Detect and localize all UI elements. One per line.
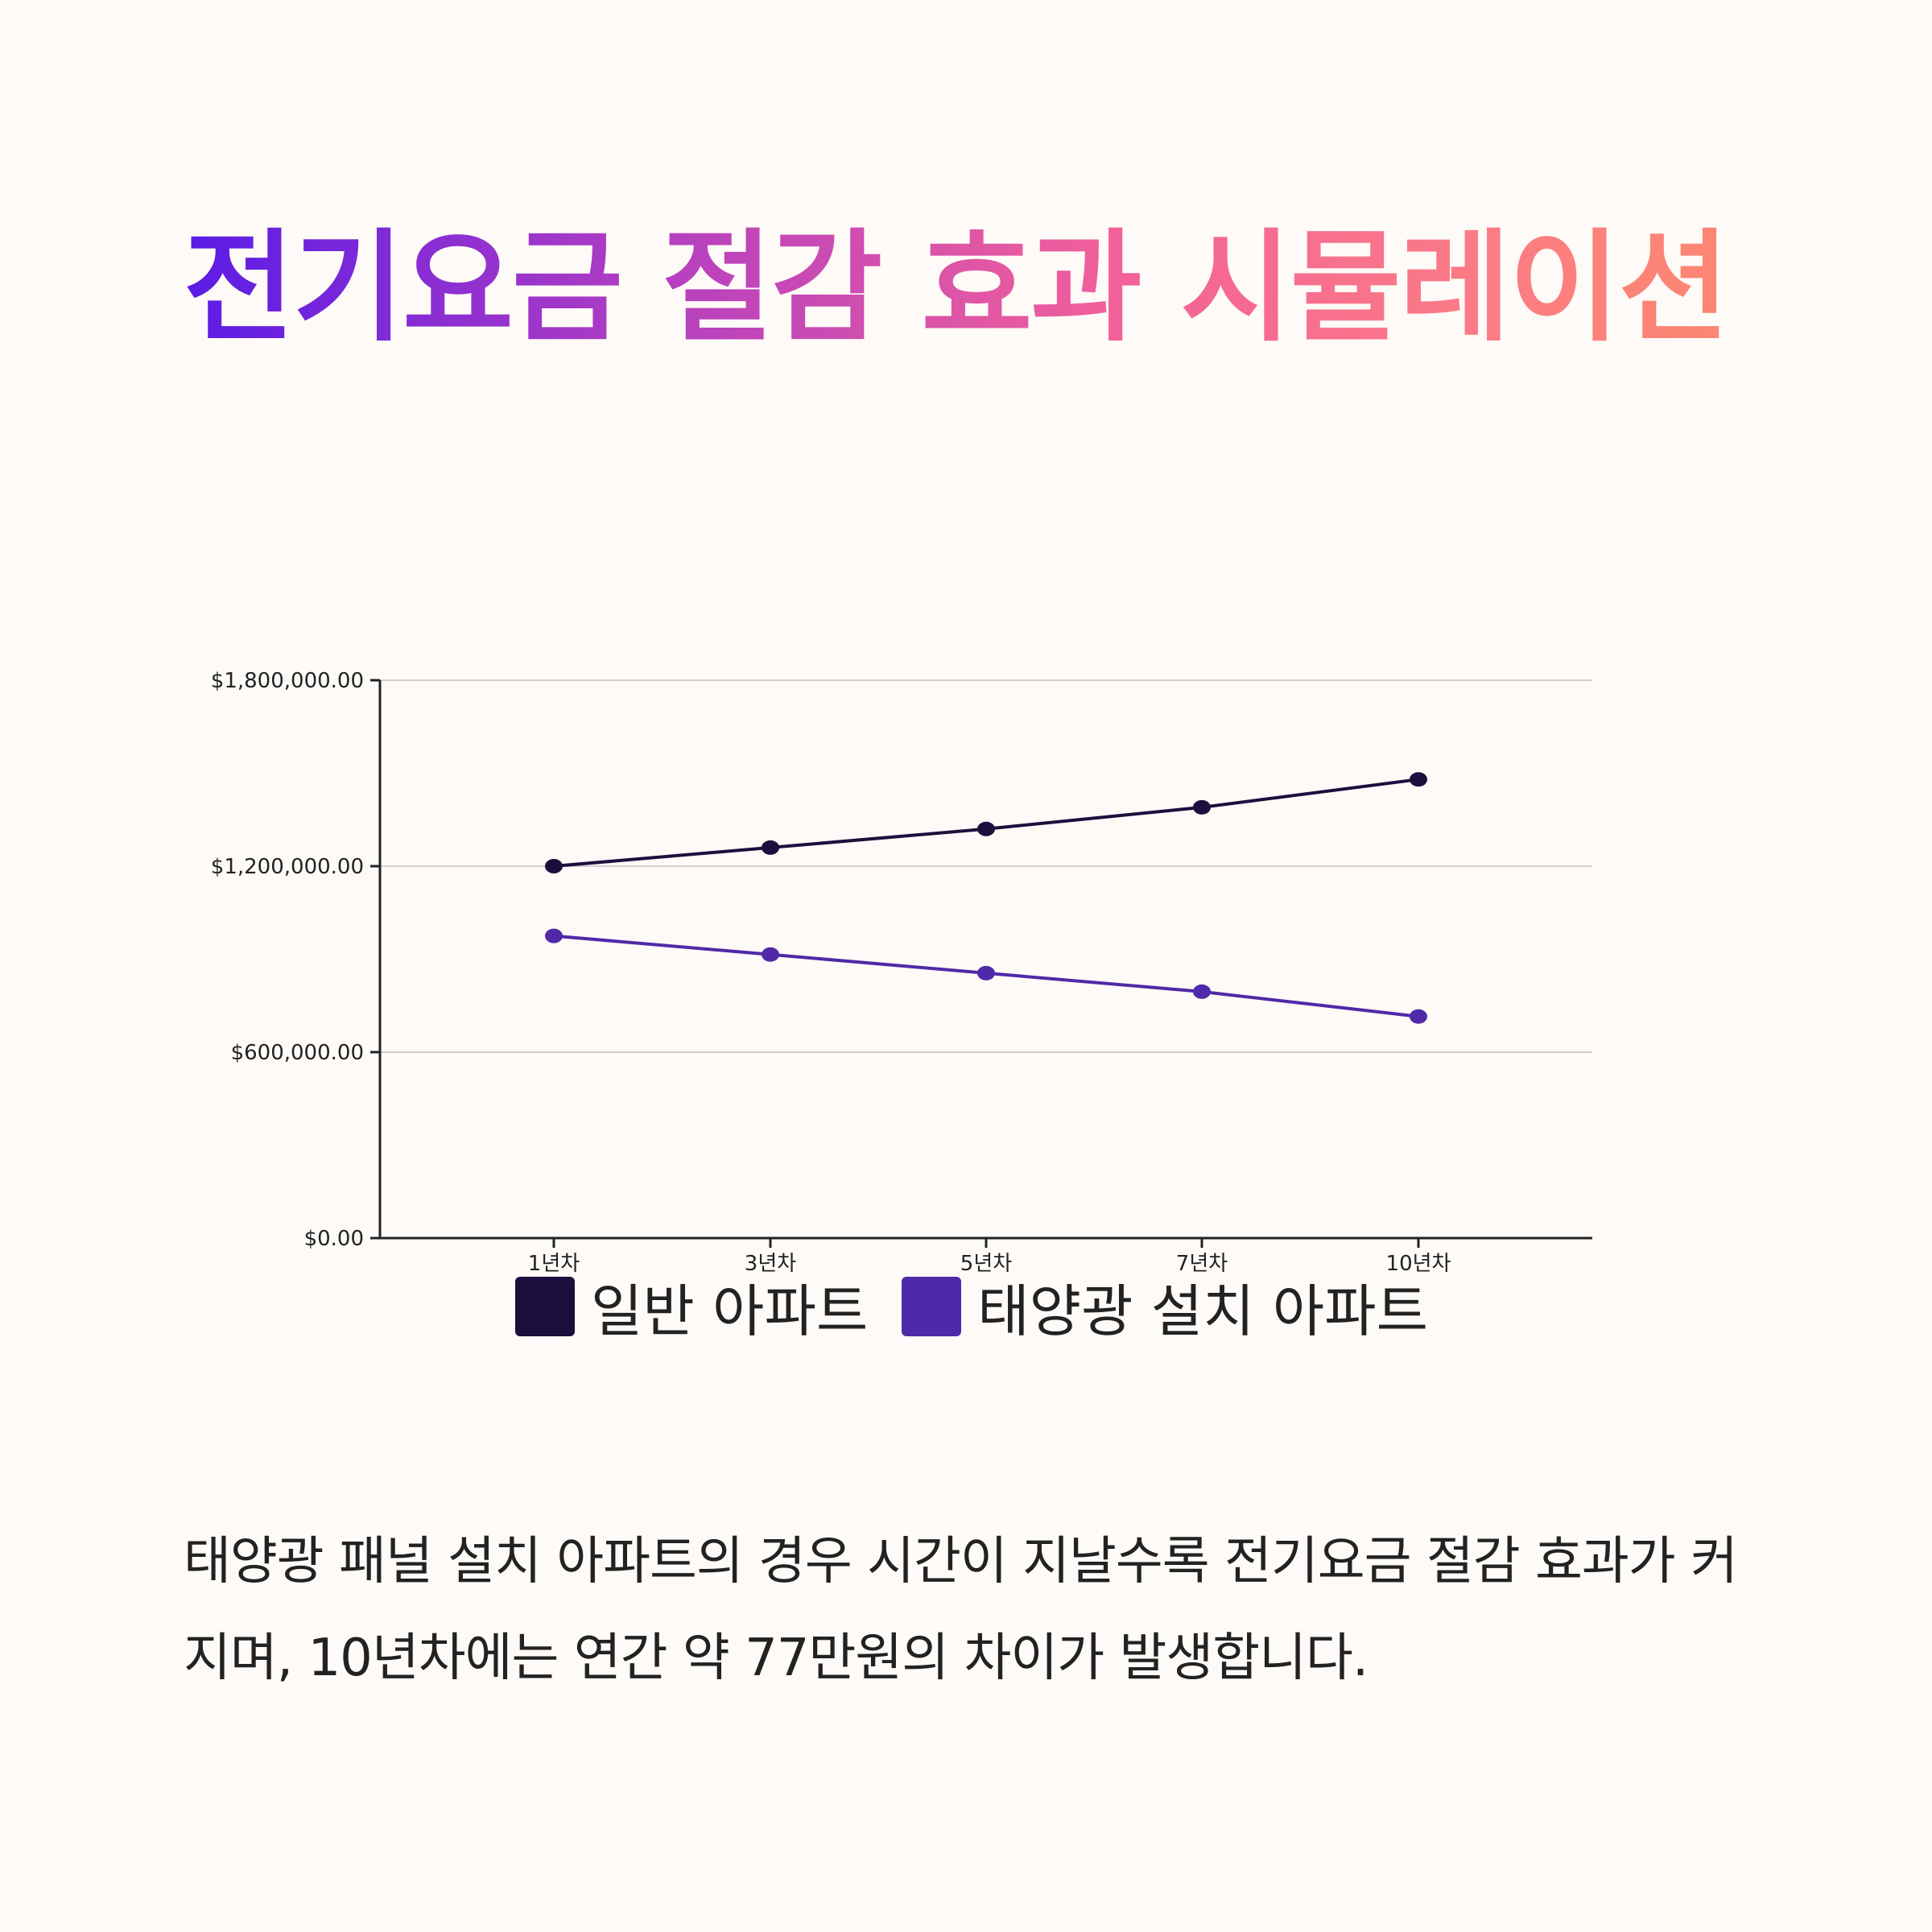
legend-swatch-general: [515, 1277, 575, 1336]
series-general-point: [762, 840, 779, 855]
x-tick-label: 10년차: [1386, 1252, 1451, 1276]
chart-series: [545, 772, 1427, 1024]
y-axis-ticks: $0.00 $600,000.00 $1,200,000.00 $1,800,000.…: [211, 669, 380, 1251]
series-solar-point: [1410, 1009, 1427, 1024]
grid-lines: [380, 679, 1592, 1053]
series-general-point: [1193, 799, 1211, 815]
series-general-point: [1410, 772, 1427, 787]
series-general-point: [545, 859, 563, 873]
chart-legend: 일반 아파트 태양광 설치 아파트: [515, 1270, 1462, 1344]
series-solar-point: [977, 965, 995, 980]
y-tick-label: $1,800,000.00: [211, 669, 364, 693]
legend-swatch-solar: [902, 1277, 962, 1336]
legend-item-solar[interactable]: 태양광 설치 아파트: [902, 1266, 1428, 1348]
series-solar-point: [762, 947, 779, 962]
y-tick-label: $0.00: [304, 1227, 364, 1251]
legend-item-general[interactable]: 일반 아파트: [515, 1266, 868, 1348]
description-text: 태양광 패널 설치 아파트의 경우 시간이 지날수록 전기요금 절감 효과가 커…: [184, 1532, 1738, 1688]
x-tick-label: 1년차: [528, 1252, 580, 1276]
x-tick-label: 5년차: [960, 1252, 1012, 1276]
page-title: 전기요금 절감 효과 시뮬레이션: [184, 208, 1777, 369]
line-chart: $0.00 $600,000.00 $1,200,000.00 $1,800,000.…: [211, 669, 1592, 1276]
y-tick-label: $600,000.00: [231, 1041, 364, 1065]
x-tick-label: 3년차: [745, 1252, 796, 1276]
x-axis-ticks: 1년차 3년차 5년차 7년차 10년차: [528, 1238, 1451, 1276]
series-general-point: [977, 821, 995, 836]
series-solar-point: [1193, 984, 1211, 999]
series-solar-point: [545, 928, 563, 943]
x-tick-label: 7년차: [1176, 1252, 1228, 1276]
legend-label-solar: 태양광 설치 아파트: [977, 1278, 1428, 1344]
y-tick-label: $1,200,000.00: [211, 855, 364, 879]
legend-label-general: 일반 아파트: [591, 1278, 869, 1344]
